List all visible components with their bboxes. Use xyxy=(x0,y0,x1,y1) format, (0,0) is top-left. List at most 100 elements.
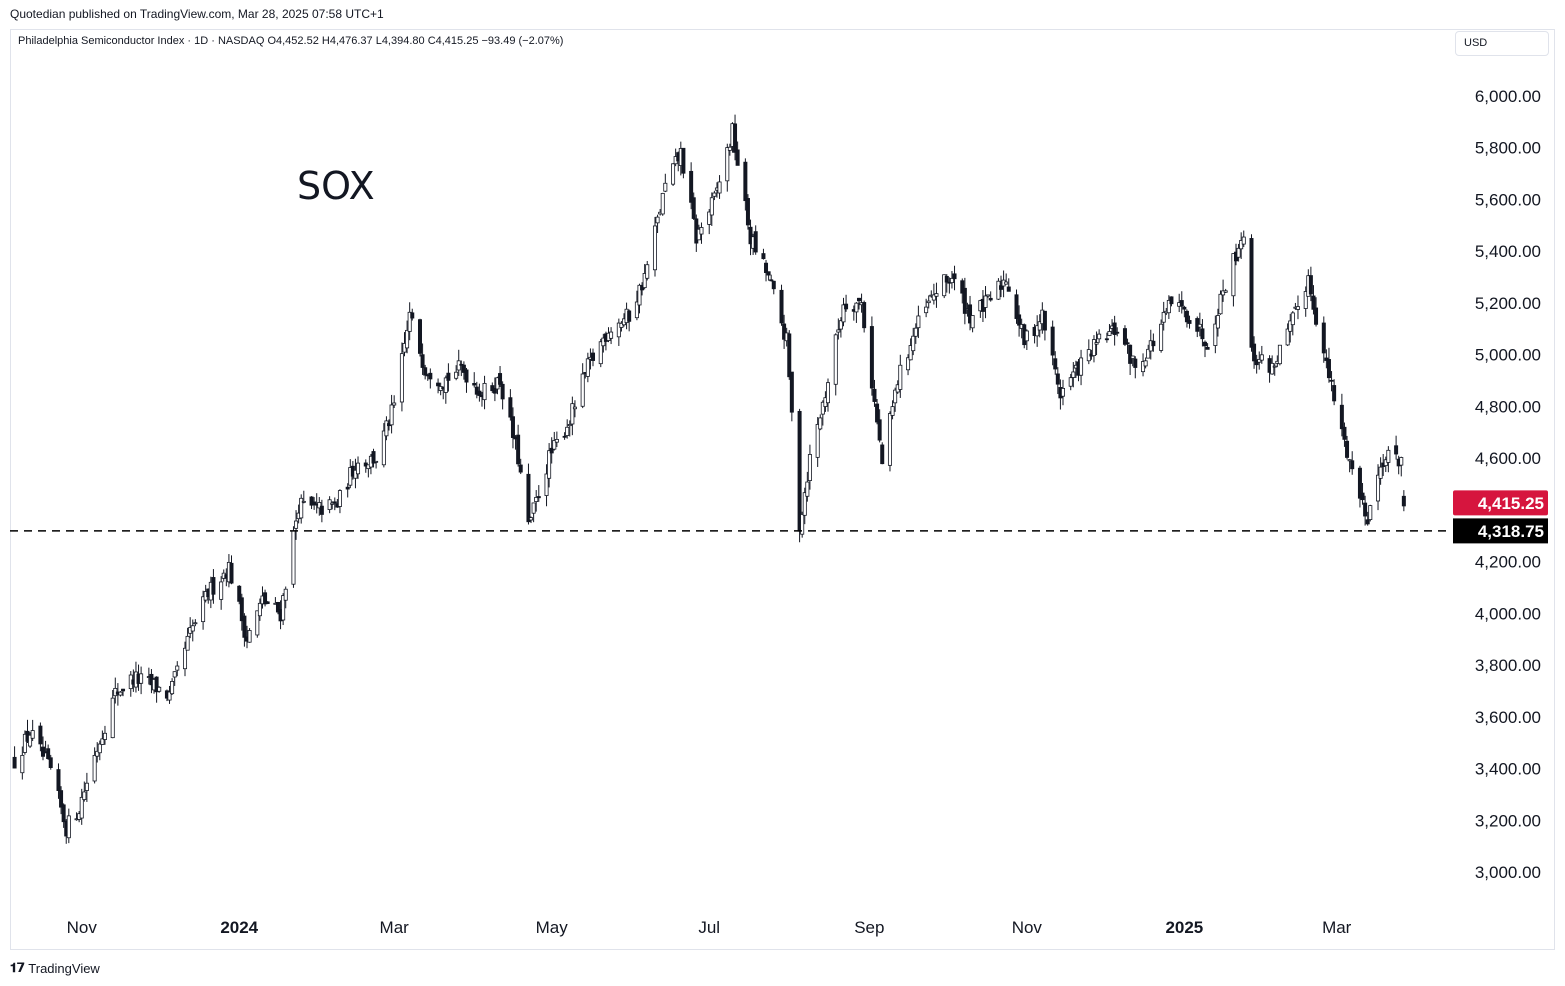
candle xyxy=(862,300,867,333)
candle xyxy=(482,375,487,410)
price-axis[interactable]: 6,000.00 5,800.00 5,600.00 5,400.00 5,200.00… xyxy=(1475,87,1541,882)
candle xyxy=(591,348,596,367)
candle xyxy=(1378,457,1383,485)
candle xyxy=(1314,297,1319,327)
candle xyxy=(815,417,820,467)
currency-selector[interactable]: USD xyxy=(1455,31,1549,56)
x-tick-label: 2025 xyxy=(1165,918,1203,937)
candle xyxy=(508,389,513,421)
candle xyxy=(875,398,880,425)
candle xyxy=(691,192,696,221)
candle xyxy=(585,352,590,383)
candle xyxy=(913,323,918,344)
time-axis[interactable]: Nov 2024 Mar May Jul Sep Nov 2025 Mar xyxy=(67,918,1352,937)
candle xyxy=(410,308,415,321)
candle xyxy=(516,424,521,467)
candle xyxy=(281,593,286,626)
candle xyxy=(1401,490,1406,512)
candle xyxy=(1184,309,1189,328)
candle xyxy=(893,387,898,412)
candle xyxy=(1143,357,1148,369)
candle xyxy=(407,302,412,341)
candle xyxy=(66,808,71,844)
candle xyxy=(1050,320,1055,366)
candle xyxy=(79,788,84,825)
candle xyxy=(28,732,33,749)
candle xyxy=(952,265,957,291)
candle xyxy=(820,400,825,426)
candle xyxy=(102,725,107,745)
candle xyxy=(911,327,916,356)
candle xyxy=(1086,339,1091,365)
candle xyxy=(968,295,973,331)
candle xyxy=(663,173,668,193)
support-price-label: 4,318.75 xyxy=(1453,518,1548,544)
y-tick-label: 4,600.00 xyxy=(1475,449,1541,468)
y-tick-label: 5,000.00 xyxy=(1475,346,1541,365)
candle xyxy=(247,628,252,643)
candle xyxy=(562,432,567,440)
candle xyxy=(420,343,425,375)
candle xyxy=(652,216,657,277)
candle xyxy=(856,297,861,310)
candle xyxy=(898,354,903,398)
candle xyxy=(996,278,1001,300)
candle xyxy=(454,365,459,381)
candle xyxy=(1221,279,1226,302)
candle xyxy=(926,295,931,309)
candle xyxy=(877,409,882,443)
candle xyxy=(707,209,712,235)
candle xyxy=(872,379,877,407)
candle xyxy=(681,147,686,179)
candle xyxy=(547,443,552,488)
candle xyxy=(510,407,515,449)
candle xyxy=(696,224,701,241)
candle xyxy=(1203,340,1208,358)
candle xyxy=(805,471,810,502)
x-tick-label: Mar xyxy=(380,918,410,937)
candle xyxy=(1241,230,1246,248)
candle xyxy=(627,309,632,332)
candle xyxy=(908,338,913,361)
candle xyxy=(154,676,159,703)
candle xyxy=(356,456,361,479)
candle xyxy=(924,298,929,318)
tradingview-branding[interactable]: 𝟏𝟳 TradingView xyxy=(10,960,100,976)
symbol-legend[interactable]: Philadelphia Semiconductor Index · 1D · … xyxy=(18,35,564,47)
candle xyxy=(61,803,66,828)
chart-title: SOX xyxy=(297,164,375,208)
candle xyxy=(1037,314,1042,338)
candle xyxy=(92,747,97,784)
candle xyxy=(761,248,766,260)
candle xyxy=(1159,319,1164,353)
candle xyxy=(572,400,577,418)
candle xyxy=(580,363,585,409)
candle xyxy=(962,277,967,325)
candle xyxy=(30,719,35,742)
candle xyxy=(689,162,694,210)
candle xyxy=(239,593,244,631)
candle xyxy=(330,501,335,510)
candle xyxy=(1112,315,1117,346)
candle xyxy=(789,371,794,422)
candle xyxy=(319,499,324,523)
candle xyxy=(699,222,704,244)
candle xyxy=(518,458,523,475)
candle xyxy=(82,781,87,802)
candle xyxy=(1290,311,1295,336)
candle xyxy=(1394,435,1399,460)
candle xyxy=(1357,465,1362,508)
candle xyxy=(1399,456,1404,477)
x-tick-label: Nov xyxy=(67,918,98,937)
candle xyxy=(20,746,25,780)
candle xyxy=(1130,355,1135,367)
candle xyxy=(986,294,991,298)
attribution-text: Quotedian published on TradingView.com, … xyxy=(10,7,384,21)
candle xyxy=(598,338,603,368)
candle xyxy=(392,395,397,409)
candle xyxy=(712,190,717,201)
candle xyxy=(1091,335,1096,363)
candle xyxy=(1386,446,1391,473)
candle xyxy=(745,194,750,230)
